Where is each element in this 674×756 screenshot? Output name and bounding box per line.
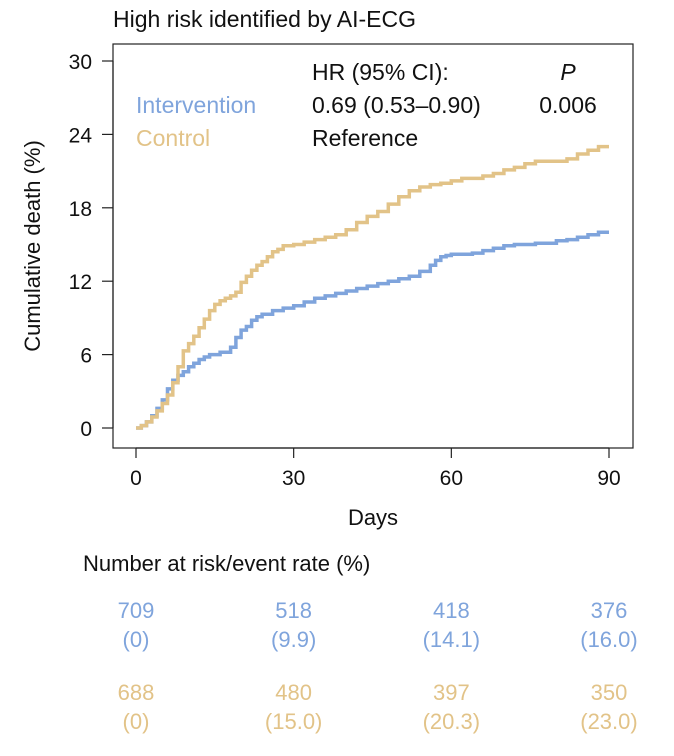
risk-cell-intervention: 376 (16.0) — [549, 596, 669, 654]
risk-cell-intervention: 709 (0) — [76, 596, 196, 654]
km-chart: High risk identified by AI-ECG 0 6 12 18 24 3… — [20, 6, 634, 530]
risk-cell-intervention: 518 (9.9) — [234, 596, 354, 654]
legend-control-label: Control — [136, 125, 210, 151]
legend-control-hr: Reference — [312, 125, 418, 151]
risk-event-rate: (9.9) — [271, 627, 317, 652]
chart-title: High risk identified by AI-ECG — [113, 6, 416, 32]
risk-count: 350 — [590, 680, 628, 705]
y-axis: 0 6 12 18 24 30 — [69, 51, 114, 441]
risk-cell-control: 397 (20.3) — [391, 678, 511, 736]
risk-event-rate: (14.1) — [422, 627, 481, 652]
legend-intervention-label: Intervention — [136, 92, 256, 118]
risk-event-rate: (0) — [122, 709, 150, 734]
y-axis-label: Cumulative death (%) — [20, 140, 45, 352]
series-control-line — [136, 144, 609, 430]
risk-count: 397 — [432, 680, 470, 705]
y-tick-label: 18 — [69, 198, 92, 221]
legend-intervention-hr: 0.69 (0.53–0.90) — [312, 92, 481, 118]
risk-cell-control: 480 (15.0) — [234, 678, 354, 736]
risk-event-rate: (16.0) — [580, 627, 638, 652]
risk-cell-control: 688 (0) — [76, 678, 196, 736]
survival-curves — [136, 144, 609, 430]
risk-count: 518 — [275, 598, 313, 623]
risk-event-rate: (0) — [122, 627, 150, 652]
legend-intervention-p: 0.006 — [539, 92, 597, 118]
risk-cell-intervention: 418 (14.1) — [391, 596, 511, 654]
risk-table-title: Number at risk/event rate (%) — [83, 551, 371, 576]
y-tick-label: 24 — [69, 124, 93, 147]
x-axis-label: Days — [348, 505, 398, 530]
risk-event-rate: (15.0) — [264, 709, 323, 734]
legend-header-p: P — [560, 59, 576, 85]
risk-count: 709 — [117, 598, 155, 623]
x-tick-label: 90 — [597, 467, 620, 490]
x-tick-label: 60 — [440, 467, 463, 490]
y-tick-label: 6 — [80, 345, 92, 368]
risk-count: 376 — [590, 598, 628, 623]
legend-header-hr: HR (95% CI): — [312, 59, 449, 85]
x-axis: 0 30 60 90 — [130, 447, 621, 490]
y-tick-label: 30 — [69, 51, 92, 74]
risk-event-rate: (20.3) — [422, 709, 481, 734]
risk-event-rate: (23.0) — [580, 709, 638, 734]
y-tick-label: 12 — [69, 271, 92, 294]
risk-cell-control: 350 (23.0) — [549, 678, 669, 736]
x-tick-label: 0 — [130, 467, 142, 490]
risk-count: 418 — [432, 598, 470, 623]
y-tick-label: 0 — [80, 418, 92, 441]
x-tick-label: 30 — [282, 467, 305, 490]
legend: HR (95% CI): P Intervention 0.69 (0.53–0… — [136, 59, 597, 151]
risk-count: 688 — [117, 680, 155, 705]
series-intervention-line — [136, 230, 609, 430]
risk-count: 480 — [275, 680, 313, 705]
